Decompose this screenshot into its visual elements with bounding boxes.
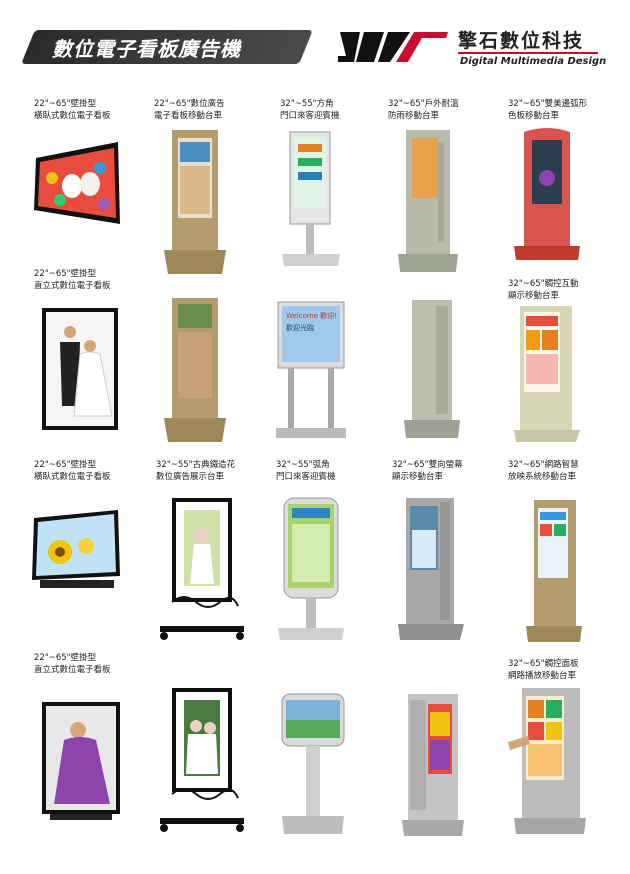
outdoor-cart-image: [396, 128, 462, 276]
square-kiosk-image: [278, 128, 344, 276]
page-title: 數位電子看板廣告機: [52, 33, 241, 62]
dual-screen-cart-image-2: [400, 692, 466, 840]
caption-ad-cart: 22"~65"數位廣告 電子看板移動台車: [154, 98, 225, 122]
outdoor-cart-image-2: [400, 298, 466, 444]
company-logo-icon: [338, 28, 450, 66]
touch-cart-image: [512, 304, 582, 444]
landscape-kiosk-image: [278, 690, 348, 840]
caption-square-kiosk: 32"~55"方角 門口來客迎賓機: [280, 98, 340, 122]
caption-arc-kiosk: 32"~55"弧角 門口來客迎賓機: [276, 459, 336, 483]
welcome-stand-image: Welcome 歡迎! 歡迎光臨: [272, 300, 350, 444]
dual-screen-cart-image: [396, 496, 466, 646]
caption-dual-screen-cart: 32"~65"雙向螢幕 顯示移動台車: [392, 459, 463, 483]
ad-cart-image: [162, 128, 228, 276]
brand-tagline: Digital Multimedia Design: [460, 56, 606, 67]
caption-arc-color-cart: 32"~65"雙美邊弧形 色板移動台車: [508, 98, 587, 122]
wall-landscape-display-image: [30, 138, 122, 238]
welcome-screen-subtext: 歡迎光臨: [286, 323, 314, 332]
brand-name: 擎石數位科技: [458, 26, 584, 53]
iron-cart-image-2: [154, 686, 246, 836]
caption-iron-cart: 32"~55"古典鐵造花 數位廣告展示台車: [156, 459, 235, 483]
welcome-screen-text: Welcome 歡迎!: [286, 311, 337, 320]
caption-outdoor-cart: 32"~65"戶外耐溫 防雨移動台車: [388, 98, 459, 122]
arc-kiosk-image: [276, 494, 346, 646]
network-cart-image: [524, 498, 584, 648]
arc-color-cart-image: [512, 128, 582, 276]
ad-cart-image-2: [162, 296, 228, 444]
caption-touch-cart: 32"~65"觸控互動 顯示移動台車: [508, 278, 579, 302]
wall-landscape-display-image-2: [30, 508, 122, 592]
caption-wall-portrait-2: 22"~65"壁掛型 直立式數位電子看板: [34, 652, 111, 676]
caption-touch-panel-cart: 32"~65"觸控面板 網路播放移動台車: [508, 658, 579, 682]
caption-network-cart: 32"~65"網路智慧 放映系統移動台車: [508, 459, 579, 483]
touch-panel-cart-image: [508, 686, 588, 840]
caption-wall-landscape-2: 22"~65"壁掛型 橫臥式數位電子看板: [34, 459, 111, 483]
brand-divider: [458, 52, 598, 54]
wall-portrait-display-image-2: [40, 700, 122, 824]
wall-portrait-display-image: [40, 306, 120, 432]
caption-wall-landscape-1: 22"~65"壁掛型 橫臥式數位電子看板: [34, 98, 111, 122]
iron-cart-image: [154, 496, 246, 644]
caption-wall-portrait-1: 22"~65"壁掛型 直立式數位電子看板: [34, 268, 111, 292]
